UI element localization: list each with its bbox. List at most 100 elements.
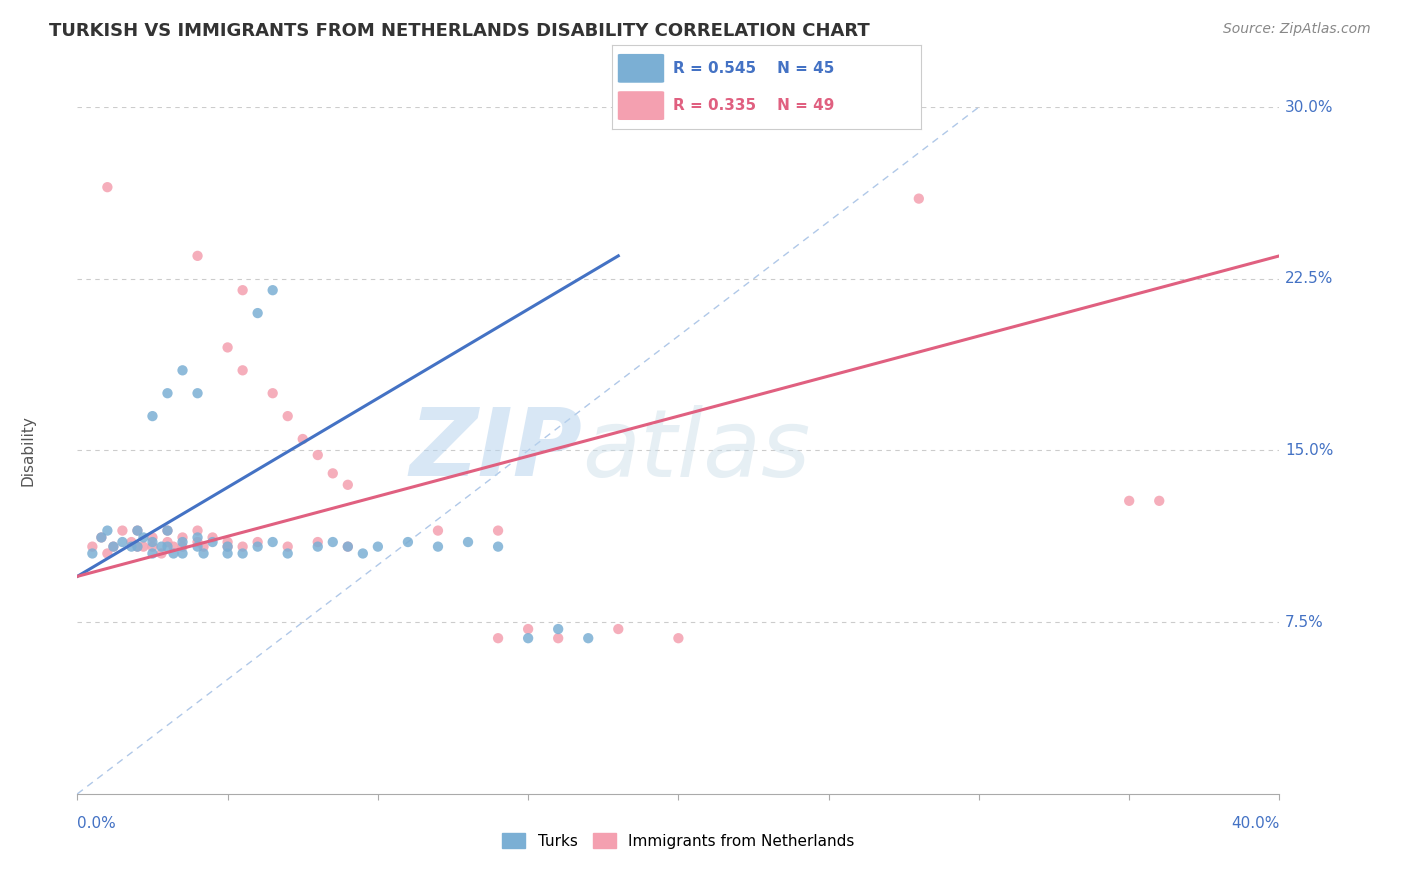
Point bbox=[141, 540, 163, 554]
Point bbox=[82, 540, 104, 554]
Point bbox=[1118, 493, 1140, 508]
Point bbox=[246, 306, 269, 320]
Point bbox=[307, 540, 329, 554]
Point bbox=[156, 524, 179, 538]
Point bbox=[232, 540, 254, 554]
Text: 0.0%: 0.0% bbox=[77, 816, 117, 831]
Point bbox=[172, 363, 194, 377]
Point bbox=[127, 540, 149, 554]
Point bbox=[186, 535, 209, 549]
Point bbox=[277, 546, 299, 561]
Point bbox=[96, 180, 118, 194]
Point bbox=[156, 540, 179, 554]
Point bbox=[127, 524, 149, 538]
Point bbox=[132, 540, 155, 554]
Point bbox=[141, 535, 163, 549]
Point bbox=[141, 409, 163, 424]
Point bbox=[141, 546, 163, 561]
Text: Source: ZipAtlas.com: Source: ZipAtlas.com bbox=[1223, 22, 1371, 37]
Text: 7.5%: 7.5% bbox=[1285, 615, 1324, 630]
Point bbox=[322, 467, 344, 481]
Point bbox=[908, 192, 931, 206]
Text: 30.0%: 30.0% bbox=[1285, 100, 1333, 114]
Text: TURKISH VS IMMIGRANTS FROM NETHERLANDS DISABILITY CORRELATION CHART: TURKISH VS IMMIGRANTS FROM NETHERLANDS D… bbox=[49, 22, 870, 40]
Text: 15.0%: 15.0% bbox=[1285, 443, 1333, 458]
Point bbox=[607, 622, 630, 636]
Point bbox=[457, 535, 479, 549]
Point bbox=[150, 546, 173, 561]
Point bbox=[120, 535, 142, 549]
Text: ZIP: ZIP bbox=[409, 404, 582, 497]
Point bbox=[96, 546, 118, 561]
Point bbox=[150, 540, 173, 554]
Point bbox=[277, 540, 299, 554]
Point bbox=[217, 540, 239, 554]
Point bbox=[217, 540, 239, 554]
Point bbox=[336, 478, 359, 492]
Point bbox=[156, 386, 179, 401]
Point bbox=[156, 535, 179, 549]
Point bbox=[336, 540, 359, 554]
Point bbox=[517, 631, 540, 645]
Point bbox=[517, 622, 540, 636]
FancyBboxPatch shape bbox=[617, 54, 664, 83]
Point bbox=[246, 535, 269, 549]
Point bbox=[201, 535, 224, 549]
Point bbox=[291, 432, 314, 446]
Point bbox=[162, 540, 184, 554]
Point bbox=[90, 531, 112, 545]
Point bbox=[172, 531, 194, 545]
Point bbox=[277, 409, 299, 424]
Point bbox=[307, 448, 329, 462]
Point bbox=[232, 283, 254, 297]
Point bbox=[486, 540, 509, 554]
Point bbox=[262, 535, 284, 549]
Point bbox=[120, 540, 142, 554]
Point bbox=[262, 283, 284, 297]
Point bbox=[141, 531, 163, 545]
Point bbox=[427, 524, 450, 538]
Point bbox=[172, 546, 194, 561]
Point bbox=[201, 531, 224, 545]
Point bbox=[162, 546, 184, 561]
Point bbox=[186, 540, 209, 554]
Point bbox=[96, 524, 118, 538]
Point bbox=[186, 531, 209, 545]
Point bbox=[186, 249, 209, 263]
Point bbox=[262, 386, 284, 401]
Point bbox=[103, 540, 125, 554]
Point bbox=[427, 540, 450, 554]
Point bbox=[90, 531, 112, 545]
Point bbox=[547, 631, 569, 645]
Point bbox=[132, 531, 155, 545]
Point bbox=[217, 340, 239, 354]
Point bbox=[172, 535, 194, 549]
Text: 40.0%: 40.0% bbox=[1232, 816, 1279, 831]
Point bbox=[186, 524, 209, 538]
Point bbox=[246, 540, 269, 554]
Point bbox=[217, 535, 239, 549]
Point bbox=[193, 546, 215, 561]
FancyBboxPatch shape bbox=[617, 91, 664, 120]
Point bbox=[576, 631, 599, 645]
Point bbox=[193, 540, 215, 554]
Text: atlas: atlas bbox=[582, 405, 810, 496]
Point bbox=[486, 524, 509, 538]
Point bbox=[336, 540, 359, 554]
Point bbox=[668, 631, 690, 645]
Point bbox=[1149, 493, 1171, 508]
Point bbox=[396, 535, 419, 549]
Text: R = 0.545    N = 45: R = 0.545 N = 45 bbox=[673, 61, 835, 76]
Point bbox=[127, 540, 149, 554]
Text: 22.5%: 22.5% bbox=[1285, 271, 1333, 286]
Point bbox=[111, 524, 134, 538]
Point bbox=[322, 535, 344, 549]
Point bbox=[172, 540, 194, 554]
Text: Disability: Disability bbox=[21, 415, 35, 486]
Point bbox=[186, 386, 209, 401]
Point bbox=[547, 622, 569, 636]
Point bbox=[367, 540, 389, 554]
Point bbox=[82, 546, 104, 561]
Point bbox=[156, 524, 179, 538]
Text: R = 0.335    N = 49: R = 0.335 N = 49 bbox=[673, 98, 835, 113]
